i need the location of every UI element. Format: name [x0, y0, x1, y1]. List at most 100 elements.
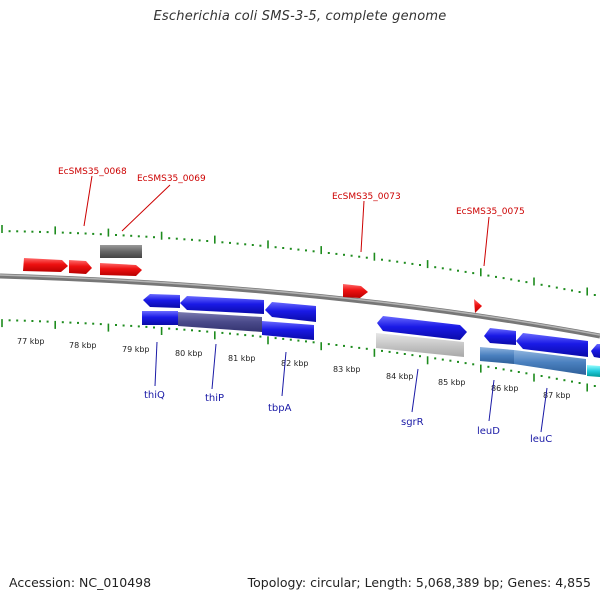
- kbp-label: 85 kbp: [438, 378, 466, 387]
- gene-feature-0069[interactable]: [100, 263, 142, 276]
- minor-tick: [198, 330, 201, 332]
- minor-tick: [8, 230, 11, 233]
- reverse-features: [142, 294, 600, 377]
- gene-feature-leuD[interactable]: [484, 328, 516, 345]
- major-tick: [214, 331, 216, 340]
- minor-tick: [198, 239, 201, 242]
- gene-label-top[interactable]: EcSMS35_0073: [332, 192, 401, 202]
- gene-feature-next[interactable]: [591, 344, 600, 358]
- minor-tick: [69, 231, 72, 234]
- minor-tick: [236, 333, 239, 336]
- minor-tick: [23, 319, 26, 322]
- minor-tick: [358, 346, 361, 349]
- minor-tick: [145, 235, 148, 238]
- minor-tick: [175, 328, 178, 331]
- minor-tick: [510, 369, 513, 372]
- minor-tick: [130, 324, 133, 327]
- gene-label-bottom[interactable]: leuC: [530, 434, 552, 445]
- minor-tick: [312, 250, 315, 253]
- minor-tick: [343, 253, 345, 256]
- gene-label-top[interactable]: EcSMS35_0068: [58, 167, 127, 177]
- kbp-label: 83 kbp: [333, 365, 361, 374]
- gene-feature-0068a[interactable]: [23, 258, 68, 272]
- gene-feature-grey[interactable]: [100, 245, 142, 258]
- minor-tick: [365, 256, 368, 259]
- minor-tick: [502, 277, 505, 280]
- gene-label-bottom[interactable]: thiP: [205, 393, 224, 404]
- minor-tick: [92, 322, 95, 325]
- minor-tick: [441, 358, 444, 361]
- minor-tick: [282, 247, 285, 249]
- minor-tick: [434, 266, 437, 269]
- minor-tick: [229, 332, 231, 335]
- gene-feature-0073[interactable]: [343, 284, 368, 298]
- minor-tick: [115, 324, 117, 326]
- minor-tick: [259, 335, 262, 338]
- gene-feature-sgrR[interactable]: [377, 316, 467, 340]
- gene-label-bottom[interactable]: thiQ: [144, 390, 165, 401]
- gene-feature-thiQ-top[interactable]: [143, 294, 180, 308]
- minor-tick: [289, 247, 292, 250]
- minor-tick: [122, 324, 125, 327]
- kbp-label: 87 kbp: [543, 391, 571, 400]
- major-tick: [320, 246, 322, 255]
- minor-tick: [464, 270, 467, 273]
- minor-tick: [23, 230, 26, 233]
- gene-bar-sgrR[interactable]: [376, 333, 464, 357]
- gene-feature-0068b[interactable]: [69, 260, 92, 274]
- minor-tick: [517, 371, 520, 373]
- gene-bar-next[interactable]: [587, 365, 600, 377]
- gene-bar-thiP[interactable]: [178, 312, 262, 332]
- minor-tick: [540, 283, 543, 286]
- gene-feature-thiP-top[interactable]: [180, 296, 264, 314]
- gene-label-bottom[interactable]: sgrR: [401, 417, 424, 428]
- minor-tick: [221, 241, 224, 244]
- genome-title: Escherichia coli SMS-3-5, complete genom…: [153, 9, 447, 24]
- gene-bar-leuC[interactable]: [514, 350, 586, 375]
- major-tick: [320, 342, 322, 351]
- minor-tick: [31, 320, 34, 322]
- gene-label-bottom[interactable]: tbpA: [268, 403, 292, 414]
- minor-tick: [77, 321, 79, 324]
- minor-tick: [343, 344, 345, 347]
- minor-tick: [548, 376, 551, 379]
- gene-feature-0075[interactable]: [474, 299, 482, 313]
- kbp-label: 84 kbp: [386, 372, 414, 381]
- minor-tick: [457, 269, 459, 272]
- minor-tick: [457, 360, 459, 363]
- minor-tick: [16, 319, 19, 322]
- minor-tick: [145, 325, 148, 328]
- major-tick: [214, 235, 216, 244]
- minor-tick: [206, 240, 209, 242]
- minor-tick: [84, 322, 87, 325]
- kbp-label: 78 kbp: [69, 341, 97, 350]
- minor-tick: [411, 262, 414, 265]
- minor-tick: [548, 285, 551, 288]
- gene-bar-leuD[interactable]: [480, 347, 514, 364]
- minor-tick: [183, 328, 186, 331]
- gene-bar-thiQ[interactable]: [142, 311, 178, 325]
- gene-label-top[interactable]: EcSMS35_0075: [456, 207, 525, 217]
- minor-tick: [419, 355, 421, 358]
- minor-tick: [168, 327, 171, 330]
- minor-tick: [244, 334, 247, 337]
- minor-tick: [282, 337, 285, 340]
- minor-tick: [16, 230, 19, 233]
- gene-feature-tbpA-top[interactable]: [265, 302, 316, 322]
- minor-tick: [31, 230, 34, 233]
- gene-feature-leuC[interactable]: [516, 333, 588, 357]
- gene-label-bottom[interactable]: leuD: [477, 426, 500, 437]
- minor-tick: [84, 232, 87, 235]
- minor-tick: [92, 232, 95, 235]
- minor-tick: [137, 325, 140, 328]
- kbp-label: 86 kbp: [491, 384, 519, 393]
- major-tick: [426, 356, 429, 365]
- kbp-scale-labels: 77 kbp 78 kbp 79 kbp 80 kbp 81 kbp 82 kb…: [17, 337, 571, 400]
- minor-tick: [274, 246, 277, 249]
- minor-tick: [259, 244, 262, 247]
- gene-label-top[interactable]: EcSMS35_0069: [137, 174, 206, 184]
- minor-tick: [39, 230, 41, 233]
- gene-bar-tbpA[interactable]: [262, 321, 314, 340]
- kbp-label: 79 kbp: [122, 345, 150, 354]
